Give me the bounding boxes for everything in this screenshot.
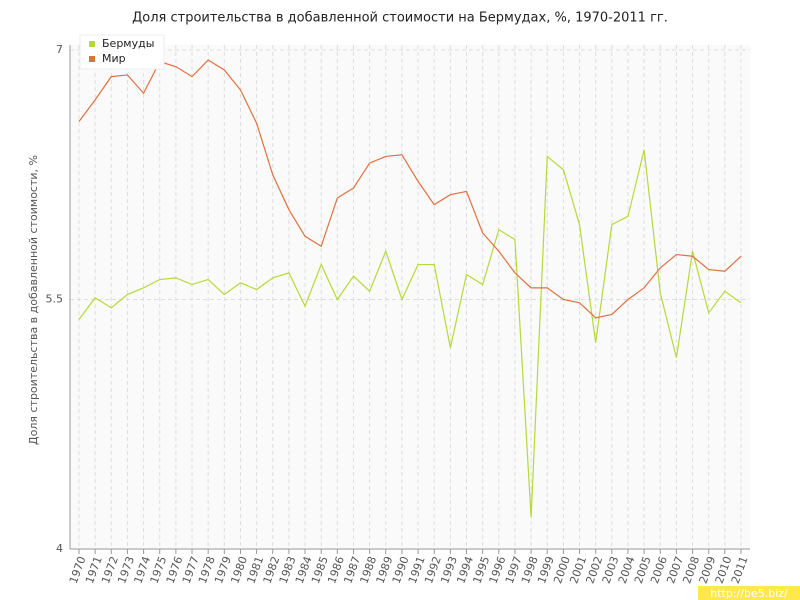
legend-label: Бермуды	[102, 37, 154, 50]
legend-label: Мир	[102, 52, 126, 65]
y-axis-label: Доля строительства в добавленной стоимос…	[27, 155, 40, 445]
y-tick-label: 7	[56, 43, 63, 56]
watermark: http://be5.biz/	[710, 587, 788, 600]
y-tick-label: 5.5	[46, 293, 64, 306]
legend-swatch	[89, 41, 95, 47]
legend-box	[79, 34, 165, 70]
legend-swatch	[89, 56, 95, 62]
watermark-bg	[698, 586, 800, 600]
plot-area	[70, 45, 750, 550]
series-line	[78, 149, 742, 518]
chart-title: Доля строительства в добавленной стоимос…	[132, 11, 668, 26]
y-tick-label: 4	[56, 542, 63, 555]
series-line	[78, 59, 742, 319]
